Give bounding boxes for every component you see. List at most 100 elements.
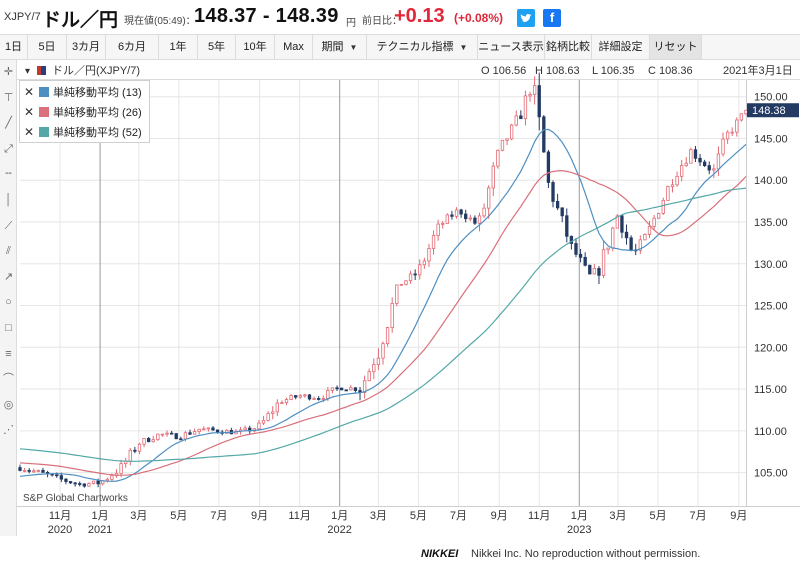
toolbar-label: Max <box>283 41 304 53</box>
remove-indicator-icon[interactable]: ✕ <box>24 125 35 139</box>
candle-body <box>317 398 321 400</box>
range-max-button[interactable]: Max <box>275 35 313 59</box>
candle-body <box>611 227 615 249</box>
range-10y-button[interactable]: 10年 <box>236 35 275 59</box>
remove-indicator-icon[interactable]: ✕ <box>24 85 35 99</box>
text-annotation-icon[interactable]: ⊤ <box>3 91 14 104</box>
x-year-label: 2022 <box>327 524 351 536</box>
rectangle-icon[interactable]: □ <box>5 322 12 334</box>
candle-body <box>680 165 684 177</box>
remove-indicator-icon[interactable]: ✕ <box>24 105 35 119</box>
candle-body <box>385 327 390 345</box>
candle-body <box>643 234 647 241</box>
candle-body <box>560 207 564 217</box>
compare-button[interactable]: 銘柄比較 <box>545 35 592 59</box>
candle-body <box>55 474 59 477</box>
candle-body <box>41 469 45 473</box>
channel-icon[interactable]: ⫽ <box>6 245 11 258</box>
range-6m-button[interactable]: 6カ月 <box>106 35 159 59</box>
news-toggle-button[interactable]: ニュース表示 <box>478 35 545 59</box>
last-price-label: 148.38 <box>752 105 786 117</box>
candle-body <box>119 463 123 474</box>
candle-body <box>367 371 371 382</box>
candle-body <box>670 184 675 188</box>
candle-body <box>597 268 601 276</box>
candle-body <box>137 443 142 452</box>
y-tick-label: 115.00 <box>754 384 787 396</box>
arrow-line-icon[interactable]: ↗ <box>3 270 14 283</box>
x-tick-label: 9月 <box>730 510 747 522</box>
chevron-down-icon: ▾ <box>25 66 30 77</box>
candle-body <box>638 239 642 251</box>
y-tick-label: 130.00 <box>754 259 788 271</box>
sma-26-line <box>19 169 747 476</box>
facebook-icon[interactable]: f <box>543 9 561 27</box>
trend-line-icon[interactable]: ╱ <box>5 117 12 130</box>
candle-body <box>661 199 665 214</box>
gann-fan-icon[interactable]: ⋰ <box>3 424 14 437</box>
range-1d-button[interactable]: 1日 <box>0 35 28 59</box>
candle-body <box>372 364 376 373</box>
candle-body <box>128 449 132 462</box>
toolbar-label: 5日 <box>38 41 56 53</box>
x-tick-label: 9月 <box>251 510 268 522</box>
candle-body <box>275 402 279 413</box>
crosshair-icon[interactable]: ✛ <box>3 66 14 78</box>
spiral-icon[interactable]: ◎ <box>3 398 14 411</box>
candle-body <box>473 217 477 224</box>
horizontal-line-icon[interactable]: ╌ <box>5 168 12 181</box>
range-5y-button[interactable]: 5年 <box>198 35 236 59</box>
candle-body <box>78 483 82 485</box>
price-change: +0.13 <box>394 5 445 27</box>
twitter-icon[interactable] <box>517 9 535 27</box>
candle-body <box>496 149 500 167</box>
price-chart[interactable]: ▾ ドル／円(XJPY/7) O 106.56 H 108.63 L 106.35 C 1… <box>17 60 800 538</box>
x-tick-label: 7月 <box>690 510 707 522</box>
y-tick-label: 145.00 <box>754 133 788 145</box>
candle-body <box>197 428 201 433</box>
candle-body <box>716 153 721 170</box>
reset-button[interactable]: リセット <box>650 35 702 59</box>
legend-label: 単純移動平均 (52) <box>53 127 142 139</box>
candle-body <box>519 115 523 120</box>
candle-body <box>477 215 482 224</box>
candle-body <box>404 280 408 285</box>
fibonacci-icon[interactable]: ≡ <box>5 347 12 360</box>
candle-body <box>735 119 739 133</box>
circle-icon[interactable]: ○ <box>5 296 12 309</box>
technical-indicators-dropdown[interactable]: テクニカル指標 ▼ <box>367 35 478 59</box>
y-tick-label: 120.00 <box>754 342 788 354</box>
range-3m-button[interactable]: 3カ月 <box>67 35 106 59</box>
vertical-line-icon[interactable]: │ <box>5 194 12 206</box>
candle-body <box>588 264 592 275</box>
candle-body <box>693 149 698 159</box>
candle-body <box>675 175 679 186</box>
current-price: 148.37 - 148.39 <box>194 5 339 27</box>
range-5d-button[interactable]: 5日 <box>28 35 67 59</box>
toolbar-label: 6カ月 <box>117 41 147 53</box>
toolbar-label: ニュース表示 <box>478 41 544 53</box>
legend-item: ✕ 単純移動平均 (13) <box>24 83 142 101</box>
candle-body <box>133 449 137 452</box>
candle-body <box>565 215 569 237</box>
candle-body <box>721 138 725 155</box>
candle-body <box>569 235 574 244</box>
toolbar-label: 詳細設定 <box>598 41 643 53</box>
arc-icon[interactable]: ⌒ <box>3 373 14 386</box>
candle-body <box>298 395 302 398</box>
extended-line-icon[interactable]: ⟋ <box>4 219 13 232</box>
candle-body <box>174 433 178 440</box>
ray-icon[interactable]: ⤢ <box>4 142 13 155</box>
period-dropdown[interactable]: 期間 ▼ <box>313 35 367 59</box>
candle-body <box>376 357 381 365</box>
toolbar-label: 5年 <box>207 41 226 53</box>
range-1y-button[interactable]: 1年 <box>159 35 198 59</box>
candle-body <box>744 109 748 115</box>
sma-13-line <box>19 128 747 482</box>
candle-body <box>702 161 707 167</box>
candle-body <box>730 131 734 134</box>
candle-body <box>211 427 215 431</box>
candle-body <box>68 481 73 484</box>
candle-body <box>574 243 578 255</box>
advanced-settings-button[interactable]: 詳細設定 <box>592 35 650 59</box>
